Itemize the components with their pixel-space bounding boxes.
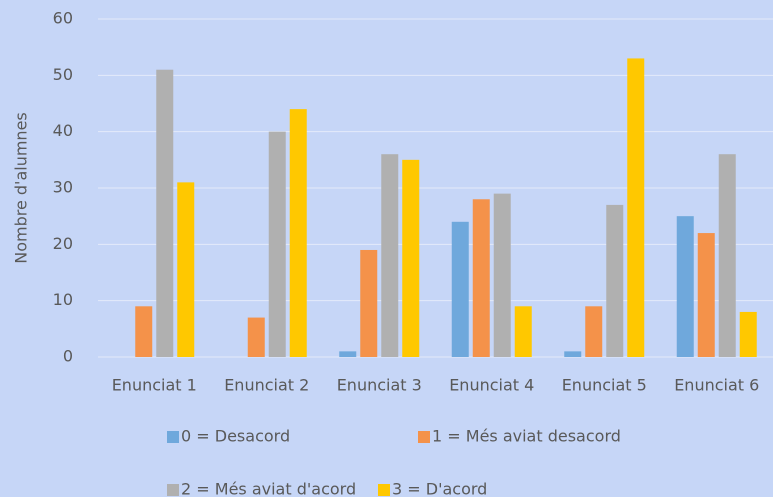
bar: [493, 193, 511, 357]
bar: [472, 199, 490, 357]
bar: [676, 216, 694, 357]
bar: [289, 109, 307, 357]
x-tick-label: Enunciat 3: [337, 376, 422, 395]
bar: [514, 306, 532, 357]
legend-swatch: [378, 484, 390, 496]
y-tick-label: 30: [53, 178, 73, 197]
x-tick-label: Enunciat 5: [562, 376, 647, 395]
bar: [606, 204, 624, 357]
x-tick-label: Enunciat 4: [449, 376, 534, 395]
bar: [697, 233, 715, 357]
x-tick-label: Enunciat 6: [674, 376, 759, 395]
bar: [339, 351, 357, 357]
bar: [451, 221, 469, 357]
legend-swatch: [167, 484, 179, 496]
y-tick-label: 40: [53, 121, 73, 140]
bar: [247, 317, 265, 357]
bar: [360, 249, 378, 357]
y-axis-label: Nombre d'alumnes: [12, 112, 31, 264]
bar: [135, 306, 153, 357]
y-tick-label: 10: [53, 290, 73, 309]
x-tick-label: Enunciat 2: [224, 376, 309, 395]
bar: [739, 311, 757, 357]
y-tick-label: 0: [63, 347, 73, 366]
bar: [564, 351, 582, 357]
bar: [402, 159, 420, 357]
y-tick-label: 20: [53, 234, 73, 253]
bar: [177, 182, 195, 357]
legend-swatch: [167, 431, 179, 443]
legend-label: 2 = Més aviat d'acord: [181, 480, 356, 497]
bar: [627, 58, 645, 357]
bar: [718, 154, 736, 357]
bar: [585, 306, 603, 357]
legend-label: 1 = Més aviat desacord: [432, 427, 621, 446]
bar: [268, 131, 286, 357]
bar: [156, 69, 174, 357]
y-tick-label: 60: [53, 9, 73, 28]
legend-label: 3 = D'acord: [392, 480, 487, 497]
x-tick-label: Enunciat 1: [112, 376, 197, 395]
legend-label: 0 = Desacord: [181, 427, 290, 446]
y-tick-label: 50: [53, 65, 73, 84]
bar: [381, 154, 399, 357]
legend-swatch: [418, 431, 430, 443]
